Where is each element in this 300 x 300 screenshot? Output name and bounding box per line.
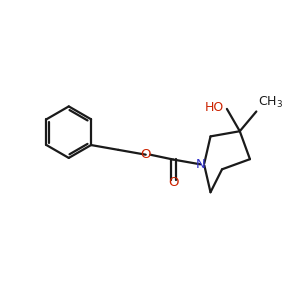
Text: HO: HO bbox=[205, 101, 224, 114]
Text: O: O bbox=[140, 148, 151, 161]
Text: N: N bbox=[196, 158, 205, 171]
Text: O: O bbox=[168, 176, 178, 189]
Text: CH$_3$: CH$_3$ bbox=[258, 94, 284, 110]
